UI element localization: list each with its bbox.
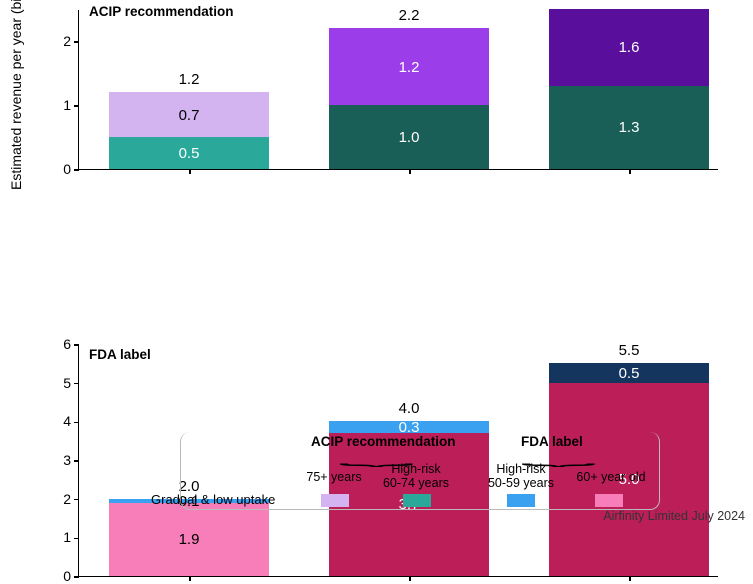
legend: ACIP recommendation FDA label ⏟ ⏟ 75+ ye… bbox=[180, 432, 660, 510]
y-tick-label: 0 bbox=[45, 161, 71, 177]
footer-credit: Airfinity Limited July 2024 bbox=[603, 509, 745, 523]
bar-total-label: 5.5 bbox=[549, 342, 709, 359]
y-tick-label: 3 bbox=[45, 452, 71, 468]
panel-acip: ACIP recommendation 0120.50.71.21.01.22.… bbox=[78, 10, 718, 170]
y-tick-label: 2 bbox=[45, 491, 71, 507]
legend-col-60: 60+ year old bbox=[566, 470, 656, 484]
y-tick-label: 5 bbox=[45, 375, 71, 391]
legend-swatch-fda60 bbox=[595, 494, 623, 507]
y-tick-label: 6 bbox=[45, 336, 71, 352]
bar-segment-label: 1.0 bbox=[329, 129, 489, 146]
bar-total-label: 4.0 bbox=[329, 400, 489, 417]
bar-segment-label: 0.5 bbox=[109, 145, 269, 162]
bar-segment-label: 0.7 bbox=[109, 107, 269, 124]
legend-col-6074: High-risk 60-74 years bbox=[376, 462, 456, 490]
legend-swatch-acip75 bbox=[321, 494, 349, 507]
legend-row-label: Gradual & low uptake bbox=[151, 492, 275, 507]
bar-total-label: 2.2 bbox=[329, 7, 489, 24]
legend-swatch-acip6074 bbox=[403, 494, 431, 507]
y-tick-label: 0 bbox=[45, 568, 71, 584]
bar-segment-label: 0.5 bbox=[549, 365, 709, 382]
y-tick-label: 4 bbox=[45, 413, 71, 429]
bar-group: 0.5 0.7 1.2 bbox=[109, 62, 269, 169]
legend-col-75: 75+ years bbox=[299, 470, 369, 484]
bar-group: 1.3 1.6 bbox=[549, 0, 709, 169]
y-tick-label: 2 bbox=[45, 33, 71, 49]
y-axis-label: Estimated revenue per year (billion $) bbox=[8, 0, 24, 190]
panel-fda-title: FDA label bbox=[89, 347, 151, 362]
chart-area: ACIP recommendation 0120.50.71.21.01.22.… bbox=[78, 0, 738, 392]
bar-segment-label: 1.9 bbox=[109, 531, 269, 548]
bar-segment-label: 1.2 bbox=[329, 59, 489, 76]
legend-col-5059: High-risk 50-59 years bbox=[481, 462, 561, 490]
bar-segment-label: 1.6 bbox=[549, 39, 709, 56]
bar-group: 1.0 1.2 2.2 bbox=[329, 0, 489, 169]
y-tick-label: 1 bbox=[45, 529, 71, 545]
bar-total-label: 1.2 bbox=[109, 71, 269, 88]
panel-acip-title: ACIP recommendation bbox=[89, 4, 234, 19]
bar-segment-label: 1.3 bbox=[549, 119, 709, 136]
legend-swatch-fda5059 bbox=[507, 494, 535, 507]
y-tick-label: 1 bbox=[45, 97, 71, 113]
